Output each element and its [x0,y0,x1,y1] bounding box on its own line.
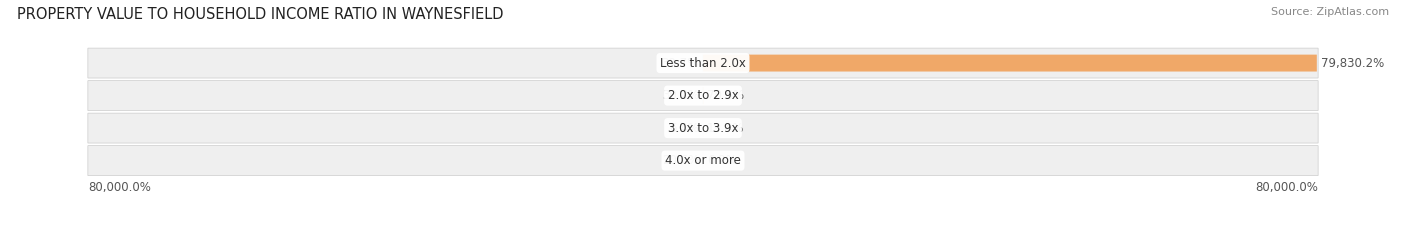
Text: 6.2%: 6.2% [707,154,737,167]
Text: 30.2%: 30.2% [662,89,699,102]
Text: Less than 2.0x: Less than 2.0x [659,57,747,70]
Text: 20.6%: 20.6% [662,154,699,167]
FancyBboxPatch shape [87,146,1319,175]
Text: 2.0x to 2.9x: 2.0x to 2.9x [668,89,738,102]
Text: 80,000.0%: 80,000.0% [1256,181,1319,194]
Text: 6.4%: 6.4% [669,122,699,135]
Text: 39.7%: 39.7% [662,57,699,70]
FancyBboxPatch shape [703,55,1317,72]
Text: PROPERTY VALUE TO HOUSEHOLD INCOME RATIO IN WAYNESFIELD: PROPERTY VALUE TO HOUSEHOLD INCOME RATIO… [17,7,503,22]
FancyBboxPatch shape [87,48,1319,78]
Text: 4.0x or more: 4.0x or more [665,154,741,167]
FancyBboxPatch shape [87,81,1319,110]
FancyBboxPatch shape [87,113,1319,143]
Text: Source: ZipAtlas.com: Source: ZipAtlas.com [1271,7,1389,17]
Text: 80,000.0%: 80,000.0% [87,181,150,194]
Text: 70.5%: 70.5% [707,89,745,102]
Text: 79,830.2%: 79,830.2% [1320,57,1384,70]
Text: 19.4%: 19.4% [707,122,744,135]
Text: 3.0x to 3.9x: 3.0x to 3.9x [668,122,738,135]
